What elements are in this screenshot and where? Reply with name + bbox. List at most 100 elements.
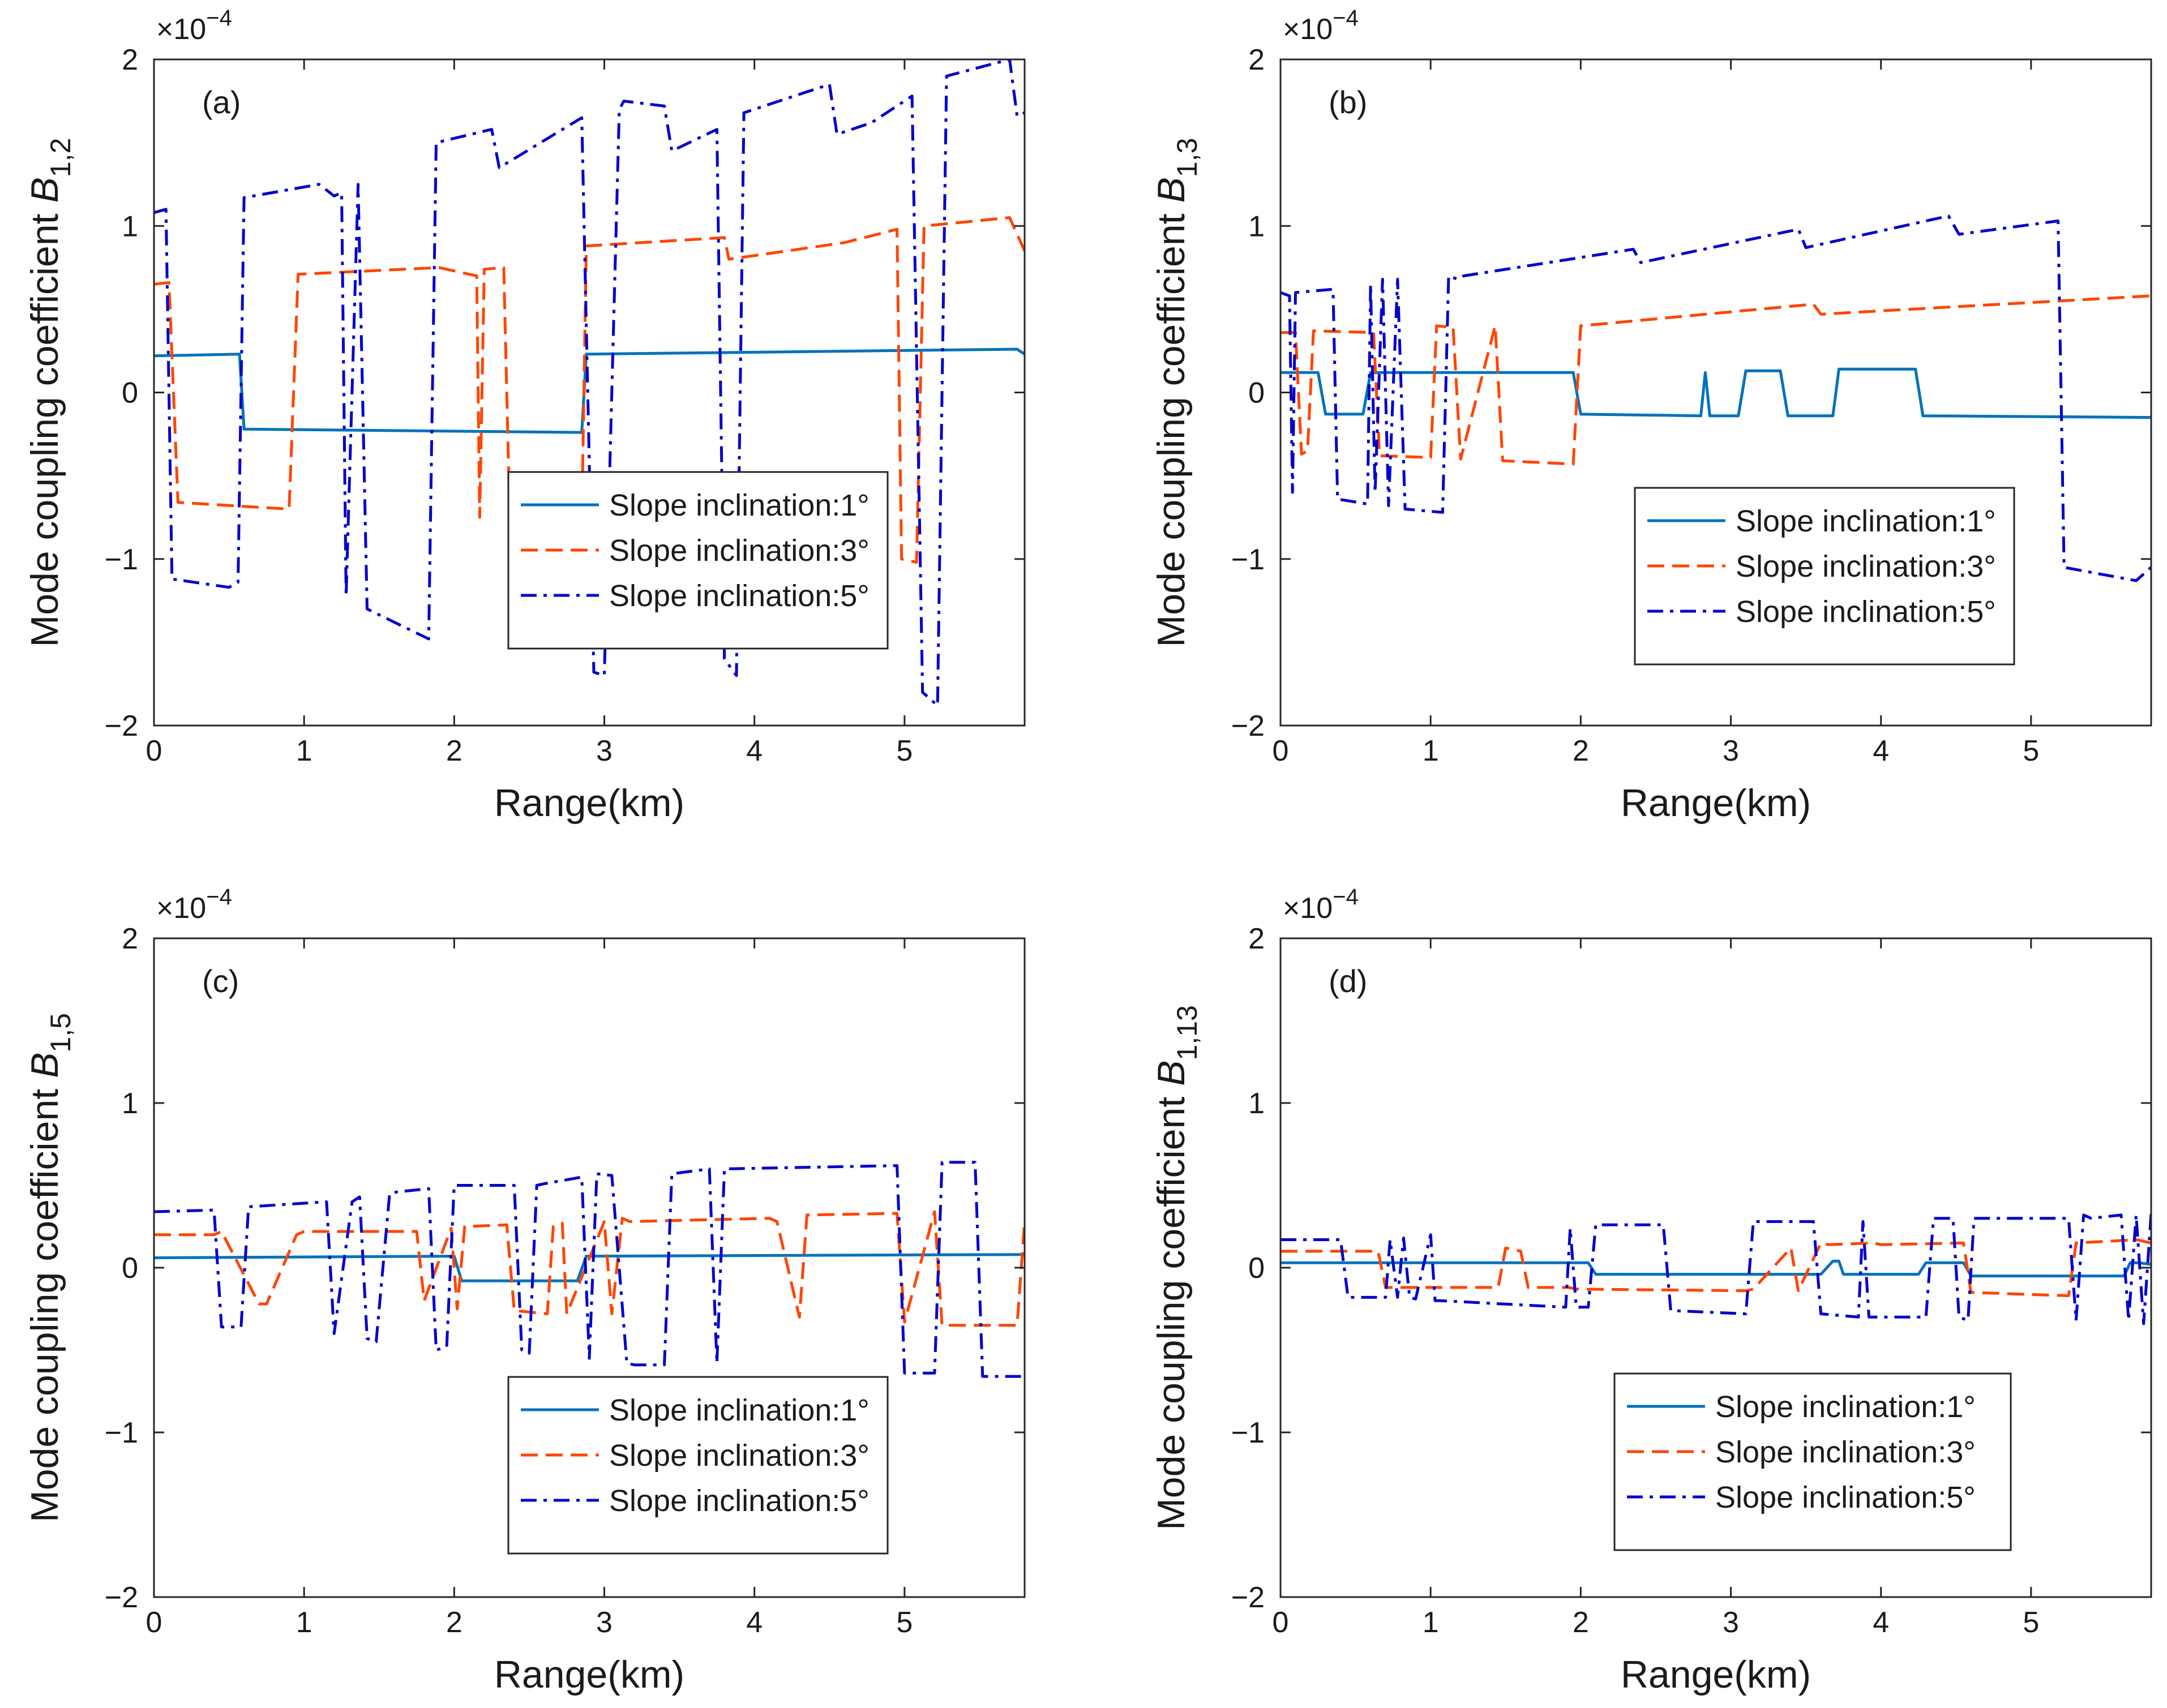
y-axis-label-subscript: 1,3 (1171, 138, 1203, 178)
y-tick-label: 1 (122, 210, 138, 243)
legend: Slope inclination:1° Slope inclination:3°… (1613, 1372, 2012, 1551)
y-tick-label: −1 (1231, 543, 1265, 576)
panel-tag: (d) (1329, 963, 1367, 999)
x-axis-label: Range(km) (1621, 1653, 1811, 1696)
x-axis-label: Range(km) (494, 782, 684, 825)
x-tick-label: 5 (896, 1606, 913, 1639)
x-tick-label: 4 (746, 1606, 763, 1639)
x-tick-label: 0 (1273, 1606, 1289, 1639)
y-axis-label: Mode coupling coefficient B1,13 (1150, 1005, 1203, 1530)
x-tick-label: 3 (596, 735, 613, 767)
legend-entry: Slope inclination:5° (1715, 1480, 1976, 1514)
panel-tag: (b) (1329, 84, 1367, 120)
y-tick-label: 0 (1248, 377, 1265, 410)
y-axis-label-prefix: Mode coupling coefficient (23, 1078, 66, 1522)
chart-panel-1: 0 1 2 3 4 5 −2 −1 0 1 2 ×10−4 (b) Range(km) Mode coupl… (1150, 6, 2152, 825)
legend: Slope inclination:1° Slope inclination:3°… (507, 471, 889, 650)
x-tick-label: 1 (1423, 1606, 1439, 1639)
y-multiplier-exponent: −4 (206, 6, 232, 31)
y-tick-label: 0 (1248, 1252, 1265, 1285)
chart-panel-3: 0 1 2 3 4 5 −2 −1 0 1 2 ×10−4 (d) Range(km) Mode coupl… (1150, 885, 2152, 1696)
x-tick-label: 2 (1573, 735, 1589, 767)
series-line-slope-5 (1280, 1213, 2151, 1325)
x-tick-label: 3 (1723, 1606, 1739, 1639)
x-tick-label: 1 (296, 735, 312, 767)
x-tick-label: 4 (1873, 1606, 1889, 1639)
x-tick-label: 5 (2023, 735, 2039, 767)
y-tick-label: −2 (105, 710, 138, 743)
panel-tag: (a) (202, 84, 241, 120)
legend-entry: Slope inclination:5° (609, 1484, 870, 1518)
legend-box (507, 1376, 889, 1555)
legend-entry: Slope inclination:1° (609, 488, 870, 522)
legend-entry: Slope inclination:1° (1736, 504, 1996, 538)
y-tick-label: 2 (122, 44, 138, 76)
y-axis-label-subscript: 1,5 (45, 1013, 76, 1053)
y-axis-label-prefix: Mode coupling coefficient (23, 203, 66, 647)
y-multiplier-label: ×10−4 (156, 885, 232, 925)
y-tick-label: −1 (105, 1417, 138, 1449)
y-axis-label: Mode coupling coefficient B1,2 (23, 138, 76, 647)
y-multiplier-label: ×10−4 (1283, 6, 1359, 46)
y-axis-label: Mode coupling coefficient B1,5 (23, 1013, 76, 1522)
y-tick-label: 0 (122, 377, 138, 410)
legend-box (1613, 1372, 2012, 1551)
legend-entry: Slope inclination:3° (1736, 550, 1996, 583)
y-axis-label-symbol: B (1150, 177, 1193, 203)
x-tick-label: 2 (446, 1606, 462, 1639)
series-line-slope-5 (1280, 214, 2151, 582)
y-tick-label: 1 (1248, 1087, 1265, 1120)
x-tick-label: 1 (296, 1606, 312, 1639)
legend: Slope inclination:1° Slope inclination:3°… (1634, 487, 2015, 666)
y-axis-label-symbol: B (23, 1053, 66, 1078)
legend-box (1634, 487, 2015, 666)
y-tick-label: −2 (1231, 710, 1265, 743)
y-axis-label-symbol: B (1150, 1060, 1193, 1085)
x-tick-label: 5 (2023, 1606, 2039, 1639)
legend-entry: Slope inclination:3° (609, 534, 870, 568)
y-axis-label-prefix: Mode coupling coefficient (1150, 203, 1193, 647)
y-tick-label: 1 (122, 1087, 138, 1120)
x-axis-label: Range(km) (494, 1653, 684, 1696)
series-line-slope-1 (154, 1253, 1025, 1282)
x-tick-label: 5 (896, 735, 913, 767)
y-multiplier-exponent: −4 (1333, 885, 1359, 909)
x-tick-label: 4 (1873, 735, 1889, 767)
legend-entry: Slope inclination:5° (1736, 595, 1996, 629)
y-axis-label-prefix: Mode coupling coefficient (1150, 1086, 1193, 1530)
legend-entry: Slope inclination:1° (609, 1393, 870, 1427)
legend: Slope inclination:1° Slope inclination:3°… (507, 1376, 889, 1555)
series-line-slope-5 (154, 59, 1025, 707)
y-tick-label: −1 (105, 543, 138, 576)
y-tick-label: 0 (122, 1252, 138, 1285)
y-multiplier-label: ×10−4 (1283, 885, 1359, 925)
y-tick-label: 1 (1248, 210, 1265, 243)
series-line-slope-1 (1280, 367, 2151, 419)
y-axis-label-subscript: 1,13 (1171, 1005, 1203, 1060)
legend-entry: Slope inclination:1° (1715, 1390, 1976, 1424)
series-line-slope-3 (154, 1210, 1025, 1327)
y-axis-label-symbol: B (23, 177, 66, 203)
y-tick-label: −1 (1231, 1417, 1265, 1449)
y-axis-label: Mode coupling coefficient B1,3 (1150, 138, 1203, 647)
y-tick-label: −2 (1231, 1581, 1265, 1614)
legend-entry: Slope inclination:5° (609, 579, 870, 613)
x-tick-label: 3 (596, 1606, 613, 1639)
chart-panel-0: 0 1 2 3 4 5 −2 −1 0 1 2 ×10−4 (a) Range(km) Mode coupl… (23, 6, 1026, 825)
y-tick-label: 2 (1248, 922, 1265, 955)
series-line-slope-1 (1280, 1259, 2151, 1278)
y-tick-label: 2 (1248, 44, 1265, 76)
legend-entry: Slope inclination:3° (1715, 1435, 1976, 1469)
panel-tag: (c) (202, 963, 239, 999)
y-multiplier-exponent: −4 (206, 885, 232, 909)
x-tick-label: 4 (746, 735, 763, 767)
y-tick-label: 2 (122, 922, 138, 955)
series-line-slope-1 (154, 347, 1025, 434)
legend-entry: Slope inclination:3° (609, 1439, 870, 1473)
x-tick-label: 1 (1423, 735, 1439, 767)
series-line-slope-5 (154, 1161, 1025, 1378)
x-tick-label: 2 (1573, 1606, 1589, 1639)
x-tick-label: 0 (146, 1606, 162, 1639)
series-line-slope-3 (1280, 294, 2151, 466)
